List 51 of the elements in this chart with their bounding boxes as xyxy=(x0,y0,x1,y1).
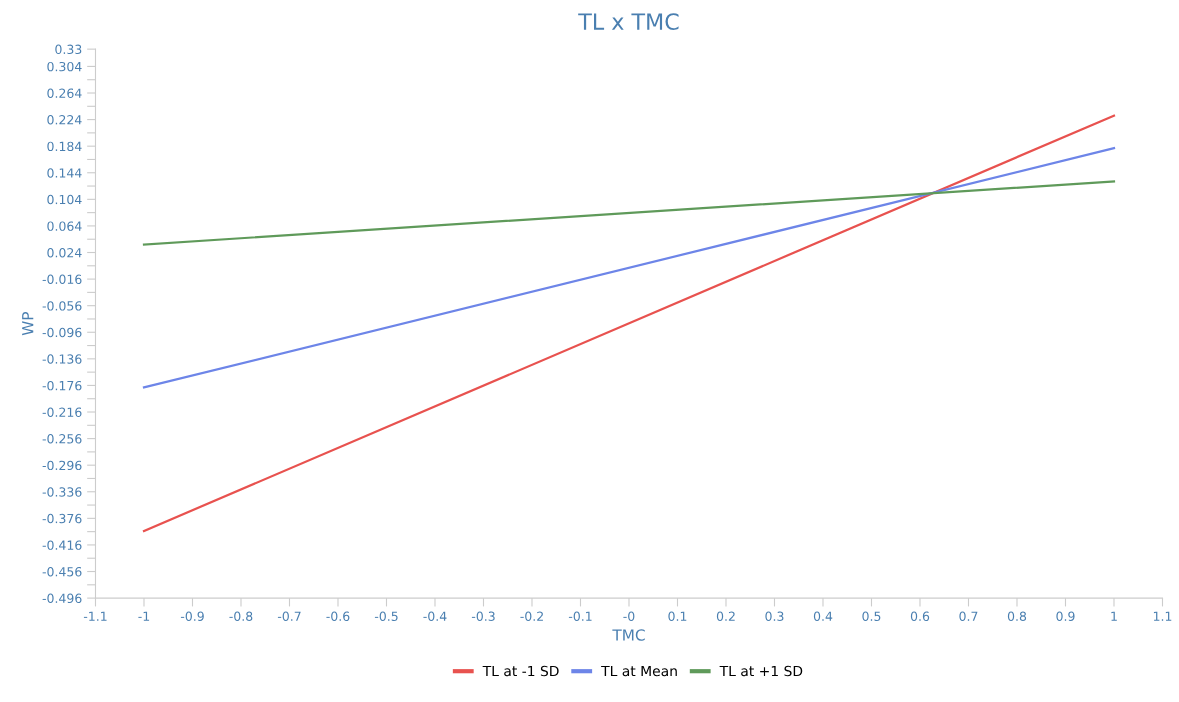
y-tick-label: -0.016 xyxy=(42,274,82,285)
x-tick-label: -1.1 xyxy=(83,611,107,621)
x-axis-title: TMC xyxy=(612,629,645,641)
legend-label: TL at +1 SD xyxy=(719,665,803,677)
y-tick-label: 0.33 xyxy=(55,44,82,55)
x-tick-label: 0.4 xyxy=(813,611,833,621)
x-tick-label: -0.4 xyxy=(423,611,447,621)
x-tick-label: 0.5 xyxy=(862,611,881,621)
y-axis-title: WP xyxy=(22,311,34,336)
y-tick-label: -0.296 xyxy=(42,460,82,471)
x-tick-label: -0.3 xyxy=(471,611,495,621)
y-tick-label: -0.176 xyxy=(42,380,82,391)
y-tick-label: 0.144 xyxy=(47,168,82,178)
x-tick-label: 0.7 xyxy=(959,611,978,621)
y-tick-label: -0.456 xyxy=(42,566,82,577)
y-tick-label: -0.336 xyxy=(42,487,82,497)
x-tick-label: -1 xyxy=(138,611,150,621)
legend-label: TL at -1 SD xyxy=(482,665,559,677)
x-tick-label: 0.3 xyxy=(765,611,784,621)
y-tick-label: -0.416 xyxy=(42,540,82,550)
x-tick-label: -0.8 xyxy=(229,611,253,621)
y-tick-label: 0.104 xyxy=(47,194,82,205)
x-tick-label: -0 xyxy=(623,611,635,621)
y-tick-label: 0.304 xyxy=(47,61,82,72)
x-tick-label: -0.6 xyxy=(326,611,350,621)
y-tick-label: 0.184 xyxy=(47,141,82,152)
x-tick-label: 0.8 xyxy=(1007,611,1027,621)
x-tick-label: -0.5 xyxy=(374,611,398,621)
y-tick-label: 0.024 xyxy=(47,247,82,258)
y-tick-label: -0.056 xyxy=(42,301,82,311)
x-tick-label: -0.1 xyxy=(568,611,592,621)
y-tick-label: 0.264 xyxy=(47,88,82,98)
y-tick-label: -0.256 xyxy=(42,434,82,444)
x-tick-label: 0.2 xyxy=(716,611,735,621)
y-tick-label: -0.496 xyxy=(42,593,82,604)
x-tick-label: 0.9 xyxy=(1056,611,1075,621)
y-tick-label: 0.224 xyxy=(47,115,82,125)
y-tick-label: -0.136 xyxy=(42,354,82,364)
chart-title: TL x TMC xyxy=(578,13,679,31)
x-tick-label: -0.7 xyxy=(277,611,301,621)
x-tick-label: 0.6 xyxy=(910,611,930,621)
x-tick-label: -0.9 xyxy=(180,611,204,621)
y-tick-label: 0.064 xyxy=(47,221,82,231)
y-tick-label: -0.216 xyxy=(42,407,82,417)
x-tick-label: 1 xyxy=(1111,611,1117,621)
x-tick-label: -0.2 xyxy=(520,611,543,621)
y-tick-label: -0.096 xyxy=(42,327,82,338)
y-tick-label: -0.376 xyxy=(42,513,82,524)
x-tick-label: 1.1 xyxy=(1153,611,1172,621)
legend-label: TL at Mean xyxy=(601,665,677,677)
x-tick-label: 0.1 xyxy=(668,611,687,621)
